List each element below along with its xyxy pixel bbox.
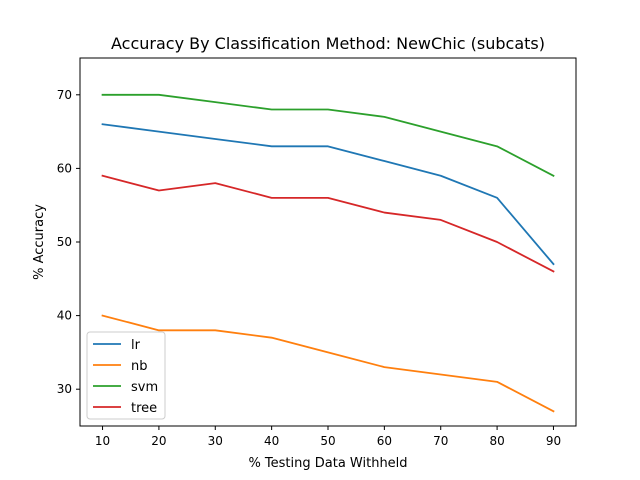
legend-label-nb: nb <box>131 359 148 374</box>
series-layer <box>101 93 555 413</box>
x-tick-label: 20 <box>151 434 166 448</box>
x-tick-label: 30 <box>208 434 223 448</box>
series-line-nb <box>101 314 555 413</box>
legend-label-tree: tree <box>131 401 157 416</box>
y-tick-label: 30 <box>57 382 72 396</box>
x-axis-ticks: 10 20 30 40 50 60 70 80 90 <box>95 426 561 448</box>
x-tick-label: 60 <box>377 434 392 448</box>
series-line-tree <box>101 174 555 273</box>
y-tick-label: 50 <box>57 235 72 249</box>
legend-label-svm: svm <box>131 380 158 395</box>
x-tick-label: 90 <box>546 434 561 448</box>
chart-title: Accuracy By Classification Method: NewCh… <box>111 34 545 53</box>
y-axis-ticks: 30 40 50 60 70 <box>57 88 80 396</box>
x-tick-label: 50 <box>320 434 335 448</box>
series-line-svm <box>101 93 555 177</box>
legend: lr nb svm tree <box>86 331 166 420</box>
legend-label-lr: lr <box>131 338 141 353</box>
y-tick-label: 70 <box>57 88 72 102</box>
x-axis-label: % Testing Data Withheld <box>248 456 407 471</box>
x-tick-label: 40 <box>264 434 279 448</box>
x-tick-label: 10 <box>95 434 110 448</box>
y-tick-label: 60 <box>57 161 72 175</box>
y-tick-label: 40 <box>57 309 72 323</box>
series-line-lr <box>101 123 555 266</box>
y-axis-label: % Accuracy <box>32 204 47 280</box>
x-tick-label: 70 <box>433 434 448 448</box>
legend-box <box>86 331 166 420</box>
x-tick-label: 80 <box>489 434 504 448</box>
